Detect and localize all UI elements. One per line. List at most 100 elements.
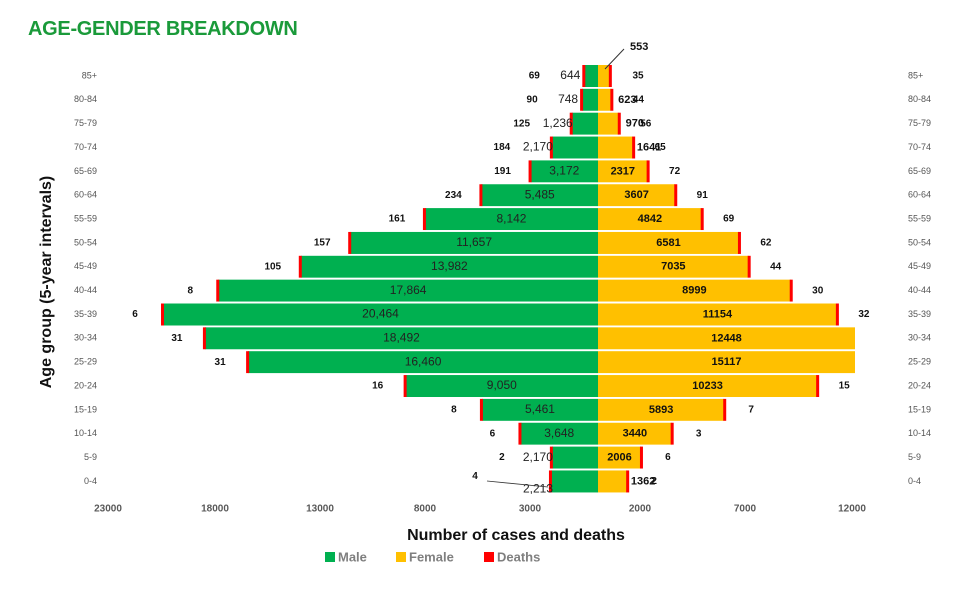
male-bar: [550, 470, 598, 493]
male-bar: [582, 88, 598, 111]
female-bar: [598, 88, 612, 111]
female-deaths-label: 32: [858, 309, 870, 320]
female-value-label: 4842: [638, 213, 662, 225]
male-bar: [218, 279, 598, 302]
male-deaths-label: 2: [499, 452, 505, 463]
male-bar: [520, 422, 598, 445]
female-value-label: 3440: [623, 428, 647, 440]
female-deaths-label: 44: [633, 94, 645, 105]
female-deaths-label: 65: [655, 142, 667, 153]
female-death-bar: [700, 208, 704, 231]
female-bar: [598, 279, 791, 302]
female-deaths-label: 35: [632, 71, 644, 82]
male-death-bar: [518, 422, 522, 445]
male-value-label: 2,170: [523, 450, 553, 464]
age-label-left: 40-44: [74, 285, 97, 295]
male-death-bar: [549, 446, 553, 469]
x-axis-title: Number of cases and deaths: [407, 527, 625, 544]
female-bar: [598, 255, 749, 278]
age-label-right: 35-39: [908, 309, 931, 319]
age-label-right: 70-74: [908, 142, 931, 152]
leader-line: [486, 480, 549, 488]
x-tick-label: 13000: [306, 504, 334, 515]
female-value-label: 5893: [649, 404, 673, 416]
age-label-right: 20-24: [908, 380, 931, 390]
male-death-bar: [549, 136, 553, 159]
male-death-bar: [479, 184, 483, 207]
female-death-bar: [747, 255, 751, 278]
bars-layer: [160, 65, 860, 495]
age-label-right: 15-19: [908, 404, 931, 414]
x-tick-label: 2000: [629, 504, 652, 515]
male-value-label: 18,492: [383, 331, 420, 345]
male-bar: [551, 136, 598, 159]
age-label-left: 10-14: [74, 428, 97, 438]
female-death-bar: [632, 136, 636, 159]
age-label-left: 75-79: [74, 118, 97, 128]
female-value-label: 10233: [692, 380, 723, 392]
legend-label: Male: [338, 549, 367, 564]
female-deaths-label: 91: [697, 190, 709, 201]
female-deaths-label: 69: [723, 214, 735, 225]
y-axis-title: Age group (5-year intervals): [38, 176, 55, 389]
x-tick-label: 18000: [201, 504, 229, 515]
age-label-right: 40-44: [908, 285, 931, 295]
male-deaths-label: 184: [494, 142, 511, 153]
female-deaths-label: 6: [665, 452, 671, 463]
x-tick-label: 3000: [519, 504, 542, 515]
male-death-bar: [580, 88, 584, 111]
age-label-right: 25-29: [908, 357, 931, 367]
female-deaths-label: 3: [696, 428, 702, 439]
male-deaths-label: 234: [445, 190, 462, 201]
age-label-right: 0-4: [908, 476, 921, 486]
female-value-label: 7035: [661, 261, 685, 273]
age-label-right: 60-64: [908, 190, 931, 200]
female-value-label: 2317: [611, 165, 635, 177]
leader-line: [604, 48, 625, 70]
age-label-right: 10-14: [908, 428, 931, 438]
male-deaths-label: 6: [490, 428, 496, 439]
female-bar: [598, 446, 641, 469]
male-deaths-label: 105: [264, 261, 281, 272]
male-death-bar: [582, 65, 586, 87]
male-value-label: 3,648: [544, 426, 574, 440]
legend-label: Deaths: [497, 549, 540, 564]
female-value-label: 15117: [712, 356, 742, 368]
female-bar: [598, 65, 610, 87]
female-bar: [598, 208, 702, 231]
age-label-right: 55-59: [908, 213, 931, 223]
legend-swatch: [325, 552, 335, 562]
male-deaths-label: 8: [451, 405, 457, 416]
age-label-left: 70-74: [74, 142, 97, 152]
male-bar: [481, 398, 598, 421]
male-value-label: 5,485: [525, 187, 555, 201]
female-bar: [598, 112, 619, 135]
x-tick-label: 7000: [734, 504, 757, 515]
female-bar: [598, 160, 648, 183]
female-value-label: 8999: [682, 285, 706, 297]
male-bar: [551, 446, 598, 469]
male-death-bar: [161, 303, 164, 326]
age-label-left: 30-34: [74, 333, 97, 343]
female-value-label: 2006: [607, 452, 631, 464]
female-bar: [598, 303, 837, 326]
female-death-bar: [639, 446, 643, 469]
male-death-bar: [298, 255, 302, 278]
age-label-right: 85+: [908, 70, 923, 80]
female-deaths-label: 15: [839, 381, 851, 392]
male-value-label: 11,657: [456, 235, 492, 249]
female-deaths-label: 7: [748, 405, 754, 416]
female-death-bar: [608, 65, 612, 87]
age-label-left: 65-69: [74, 166, 97, 176]
male-value-label: 8,142: [496, 211, 526, 225]
female-death-bar: [723, 398, 727, 421]
female-bar: [598, 375, 818, 398]
male-death-bar: [569, 112, 573, 135]
age-label-right: 45-49: [908, 261, 931, 271]
male-value-label: 3,172: [549, 164, 579, 178]
chart-title: AGE-GENDER BREAKDOWN: [28, 18, 298, 40]
male-death-bar: [348, 231, 352, 254]
male-bar: [424, 208, 598, 231]
